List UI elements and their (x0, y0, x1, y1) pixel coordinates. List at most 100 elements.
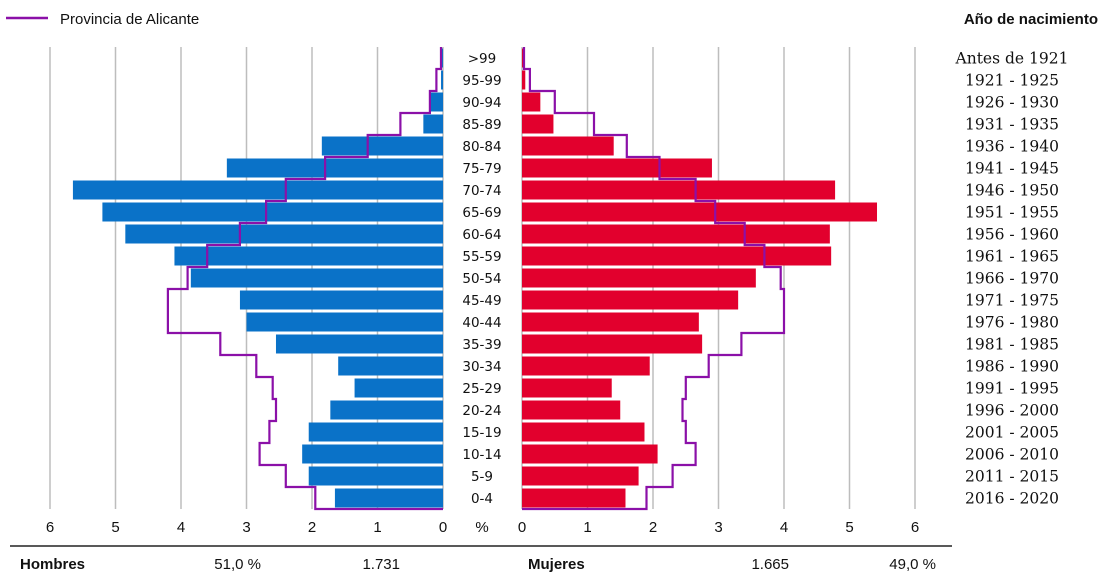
birth-year-label: Antes de 1921 (955, 50, 1069, 68)
province-lines (166, 47, 786, 511)
men-percent: 51,0 % (214, 556, 261, 573)
age-labels: >99 95-99 90-94 85-89 80-84 75-79 70-74 65-69 60… (462, 51, 501, 507)
age-label: 45-49 (462, 293, 501, 309)
men-label: Hombres (20, 556, 85, 573)
x-tick-label: 3 (714, 519, 722, 536)
bar-men-75-79 (226, 158, 443, 178)
bar-men-35-39 (275, 334, 443, 354)
age-label: 15-19 (462, 425, 501, 441)
birth-year-label: 2001 - 2005 (965, 424, 1059, 442)
age-label: 95-99 (462, 73, 501, 89)
x-tick-label: 5 (111, 519, 119, 536)
birth-year-label: 2006 - 2010 (965, 446, 1059, 464)
x-tick-label: 5 (845, 519, 853, 536)
birth-year-label: 2011 - 2015 (965, 468, 1059, 486)
bar-men-0-4 (334, 488, 443, 508)
bar-men-30-34 (338, 356, 443, 376)
bar-men-70-74 (72, 180, 444, 200)
province-line-women (522, 47, 786, 511)
birth-year-label: 1976 - 1980 (965, 314, 1059, 332)
x-tick-labels: 6 5 4 3 2 1 0 0 1 2 3 4 5 6 (46, 519, 919, 536)
birth-year-label: 1996 - 2000 (965, 402, 1059, 420)
bar-women-25-29 (522, 378, 612, 398)
bar-men-80-84 (321, 136, 443, 156)
age-label: 25-29 (462, 381, 501, 397)
bar-men-10-14 (302, 444, 443, 464)
birth-year-label: 1951 - 1955 (965, 204, 1059, 222)
age-label: 5-9 (471, 469, 493, 485)
x-tick-label: 3 (242, 519, 250, 536)
bar-women-35-39 (522, 334, 703, 354)
bar-men-85-89 (423, 114, 443, 134)
birth-year-labels: Antes de 1921 1921 - 1925 1926 - 1930 1931 … (955, 50, 1069, 508)
bar-women-30-34 (522, 356, 650, 376)
bars (72, 48, 878, 508)
birth-year-label: 1981 - 1985 (965, 336, 1059, 354)
bar-women-5-9 (522, 466, 639, 486)
bar-women-10-14 (522, 444, 658, 464)
bar-women-75-79 (522, 158, 712, 178)
age-label: 60-64 (462, 227, 501, 243)
bar-men-20-24 (330, 400, 443, 420)
men-count: 1.731 (362, 556, 400, 573)
bar-men-90-94 (429, 92, 443, 112)
x-tick-label: 2 (308, 519, 316, 536)
age-label: 35-39 (462, 337, 501, 353)
bar-men-95-99 (441, 70, 443, 90)
age-label: 75-79 (462, 161, 501, 177)
age-label: 40-44 (462, 315, 501, 331)
x-tick-label: 1 (373, 519, 381, 536)
bar-women-40-44 (522, 312, 699, 332)
x-tick-label: 6 (46, 519, 54, 536)
province-line-men (166, 47, 443, 511)
birth-year-label: 1956 - 1960 (965, 226, 1059, 244)
birth-year-label: 1966 - 1970 (965, 270, 1059, 288)
legend-label: Provincia de Alicante (60, 11, 199, 28)
birth-year-header: Año de nacimiento (964, 11, 1098, 28)
women-count: 1.665 (751, 556, 789, 573)
x-tick-label: 4 (177, 519, 185, 536)
women-label: Mujeres (528, 556, 585, 573)
birth-year-label: 1961 - 1965 (965, 248, 1059, 266)
bar-women-95-99 (522, 70, 526, 90)
age-label: 30-34 (462, 359, 501, 375)
birth-year-label: 1921 - 1925 (965, 72, 1059, 90)
bar-women-70-74 (522, 180, 836, 200)
age-label: 0-4 (471, 491, 493, 507)
age-label: 70-74 (462, 183, 501, 199)
x-tick-label: 2 (649, 519, 657, 536)
bar-men-15-19 (308, 422, 443, 442)
x-tick-label: 1 (583, 519, 591, 536)
birth-year-label: 1931 - 1935 (965, 116, 1059, 134)
bar-men-25-29 (354, 378, 443, 398)
age-label: 85-89 (462, 117, 501, 133)
birth-year-label: 1991 - 1995 (965, 380, 1059, 398)
bar-men-50-54 (190, 268, 443, 288)
bar-women-0-4 (522, 488, 626, 508)
bar-women-50-54 (522, 268, 756, 288)
bar-men-55-59 (174, 246, 443, 266)
x-tick-label: 0 (439, 519, 447, 536)
x-tick-label: 0 (518, 519, 526, 536)
birth-year-label: 1971 - 1975 (965, 292, 1059, 310)
age-label: 20-24 (462, 403, 501, 419)
age-label: 80-84 (462, 139, 501, 155)
age-label: 65-69 (462, 205, 501, 221)
bar-men-45-49 (239, 290, 443, 310)
bar-women-15-19 (522, 422, 645, 442)
birth-year-label: 1941 - 1945 (965, 160, 1059, 178)
birth-year-label: 2016 - 2020 (965, 490, 1059, 508)
birth-year-label: 1946 - 1950 (965, 182, 1059, 200)
bar-women-80-84 (522, 136, 614, 156)
percent-unit-label: % (475, 519, 488, 536)
bar-men-65-69 (102, 202, 444, 222)
age-label: >99 (468, 51, 497, 67)
bar-men-60-64 (125, 224, 443, 244)
bar-women-65-69 (522, 202, 878, 222)
age-label: 50-54 (462, 271, 501, 287)
bar-women-85-89 (522, 114, 554, 134)
birth-year-label: 1926 - 1930 (965, 94, 1059, 112)
birth-year-label: 1986 - 1990 (965, 358, 1059, 376)
bar-women-60-64 (522, 224, 830, 244)
